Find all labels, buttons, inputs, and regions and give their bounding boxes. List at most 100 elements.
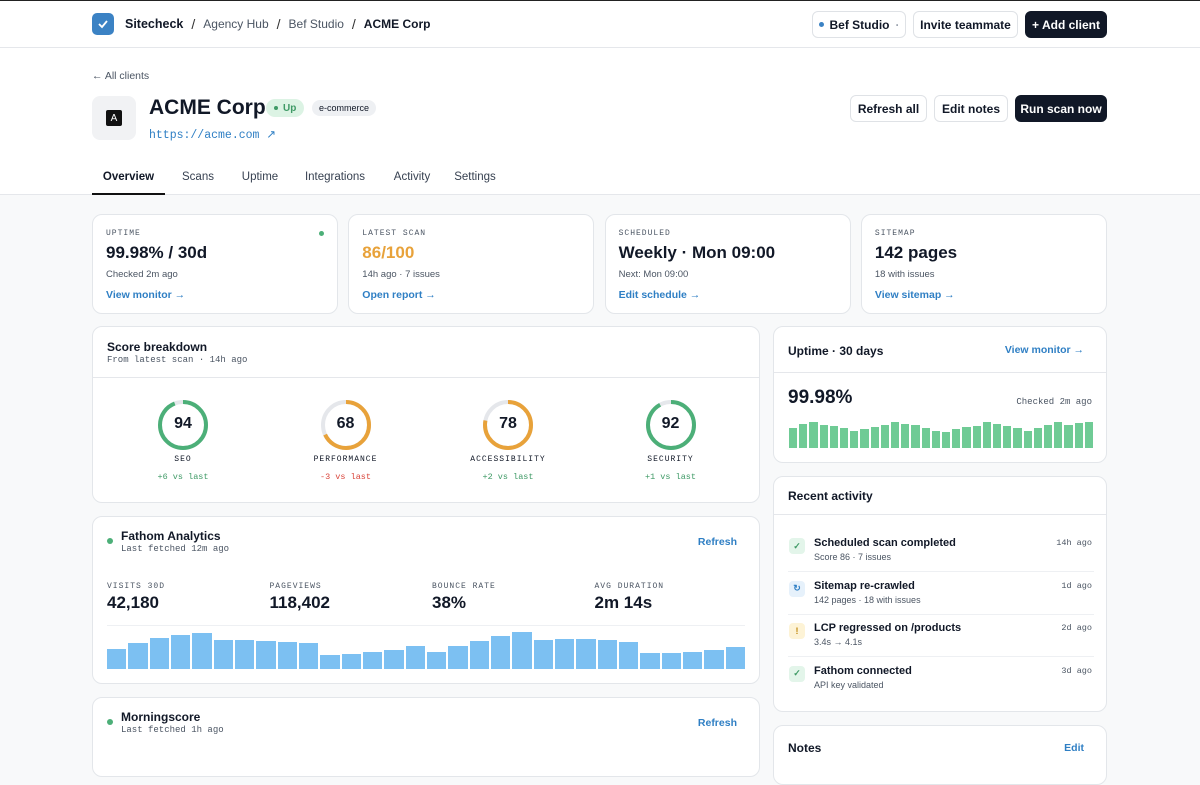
metric-value: 38% [432,593,467,612]
caret: · [895,17,900,32]
bar [1064,425,1073,448]
stat-sub: Checked 2m ago [106,269,178,280]
action-button[interactable]: Run scan now [1015,95,1107,122]
breadcrumb-separator: / [276,16,281,32]
bar [1074,423,1083,448]
workspace-switcher[interactable]: Bef Studio · [812,11,906,38]
tab[interactable]: Uptime [241,171,279,183]
notes-card: Notes Edit [773,725,1107,785]
stat-card: SITEMAP 142 pages 18 with issues View sitem… [860,214,1107,314]
activity-sub: API key validated [814,679,884,690]
refresh-link[interactable]: Refresh [697,536,737,548]
bar [128,643,148,669]
edit-link[interactable]: Edit [1064,742,1084,754]
metric-label: AVG DURATION [594,582,665,591]
bar [149,638,169,669]
bar [880,425,889,448]
stat-label: SCHEDULED [618,229,671,238]
ring-arc [483,400,533,450]
activity-card: Recent activity ✓ Scheduled scan completed… [773,476,1107,712]
bar [840,428,849,448]
bar [341,654,361,669]
card-title: Recent activity [788,489,873,503]
metric-value: 2m 14s [594,593,653,612]
bar [619,642,639,669]
tab[interactable]: Activity [393,171,431,183]
bar [1003,426,1012,448]
integration-card: Morningscore Last fetched 1h ago Refresh [92,697,760,777]
bar [952,429,961,448]
bar [512,632,532,669]
breadcrumb-separator: / [351,16,356,32]
status-dot [274,106,278,110]
invite-button[interactable]: Invite teammate [913,11,1018,38]
status-text: Up [283,102,297,114]
divider [788,656,1094,657]
client-url[interactable]: https://acme.com ↗ [149,129,276,142]
breadcrumb-link: ACME Corp [363,17,431,31]
ring-arc [320,400,371,450]
card-title: Uptime · 30 days [788,344,884,358]
stat-link[interactable]: View sitemap → [874,289,955,301]
bar [533,640,553,669]
bar [931,431,940,448]
status-dot [107,719,113,725]
bar [469,641,489,669]
workspace-name: Bef Studio [829,17,890,32]
tab[interactable]: Scans [182,171,214,183]
bar [850,431,859,448]
stat-link[interactable]: Edit schedule → [618,289,701,301]
card-link[interactable]: View monitor → [1004,344,1084,356]
bar [1054,422,1063,448]
stat-value: Weekly · Mon 09:00 [618,243,776,262]
bar [576,639,596,669]
breadcrumb-link[interactable]: Bef Studio [288,17,344,31]
stat-label: UPTIME [106,229,141,238]
breadcrumb-link[interactable]: Agency Hub [203,17,269,31]
bar [962,427,971,448]
activity-sub: Score 86 · 7 issues [814,552,892,562]
bar [1013,428,1022,448]
score-delta: +2 vs last [482,472,534,482]
activity-time: 3d ago [1061,665,1092,676]
bar [213,640,233,669]
action-button[interactable]: Refresh all [850,95,927,122]
bar [860,429,869,448]
score-delta: +6 vs last [157,472,209,482]
stat-value: 142 pages [874,243,958,262]
bar [1084,422,1093,448]
bar [192,633,212,669]
bar [299,643,319,669]
tab[interactable]: Overview [92,163,165,195]
add-client-button[interactable]: + Add client [1025,11,1107,38]
bar [725,647,745,669]
uptime-card: Uptime · 30 days View monitor → 99.98% Chec… [773,326,1107,463]
bar [1044,425,1053,448]
uptime-value: 99.98% [788,387,853,408]
back-link[interactable]: ← All clients [92,70,150,82]
activity-icon: ↻ [789,580,805,597]
bar [921,428,930,448]
divider [774,514,1106,515]
stat-card: UPTIME 99.98% / 30d Checked 2m ago View mon… [92,214,338,314]
score-value: 68 [336,415,355,432]
stat-link[interactable]: Open report → [362,289,436,301]
action-button[interactable]: Edit notes [934,95,1008,122]
integration-card: Fathom Analytics Last fetched 12m ago Refr… [92,516,760,684]
integration-name: Morningscore [121,710,201,724]
bar [384,650,404,669]
bar [640,653,660,669]
metric-label: PAGEVIEWS [269,582,322,591]
tag-pill: e-commerce [312,100,377,116]
chart-baseline [107,625,745,626]
metric-label: VISITS 30D [107,582,166,591]
divider [788,613,1094,615]
ring-arc [645,400,696,450]
bar [819,425,828,448]
stat-value: 99.98% / 30d [106,243,208,262]
refresh-link[interactable]: Refresh [697,717,737,729]
bar [1023,431,1032,448]
stat-link[interactable]: View monitor → [106,289,186,301]
tab[interactable]: Settings [454,171,496,183]
tab[interactable]: Integrations [304,171,366,183]
